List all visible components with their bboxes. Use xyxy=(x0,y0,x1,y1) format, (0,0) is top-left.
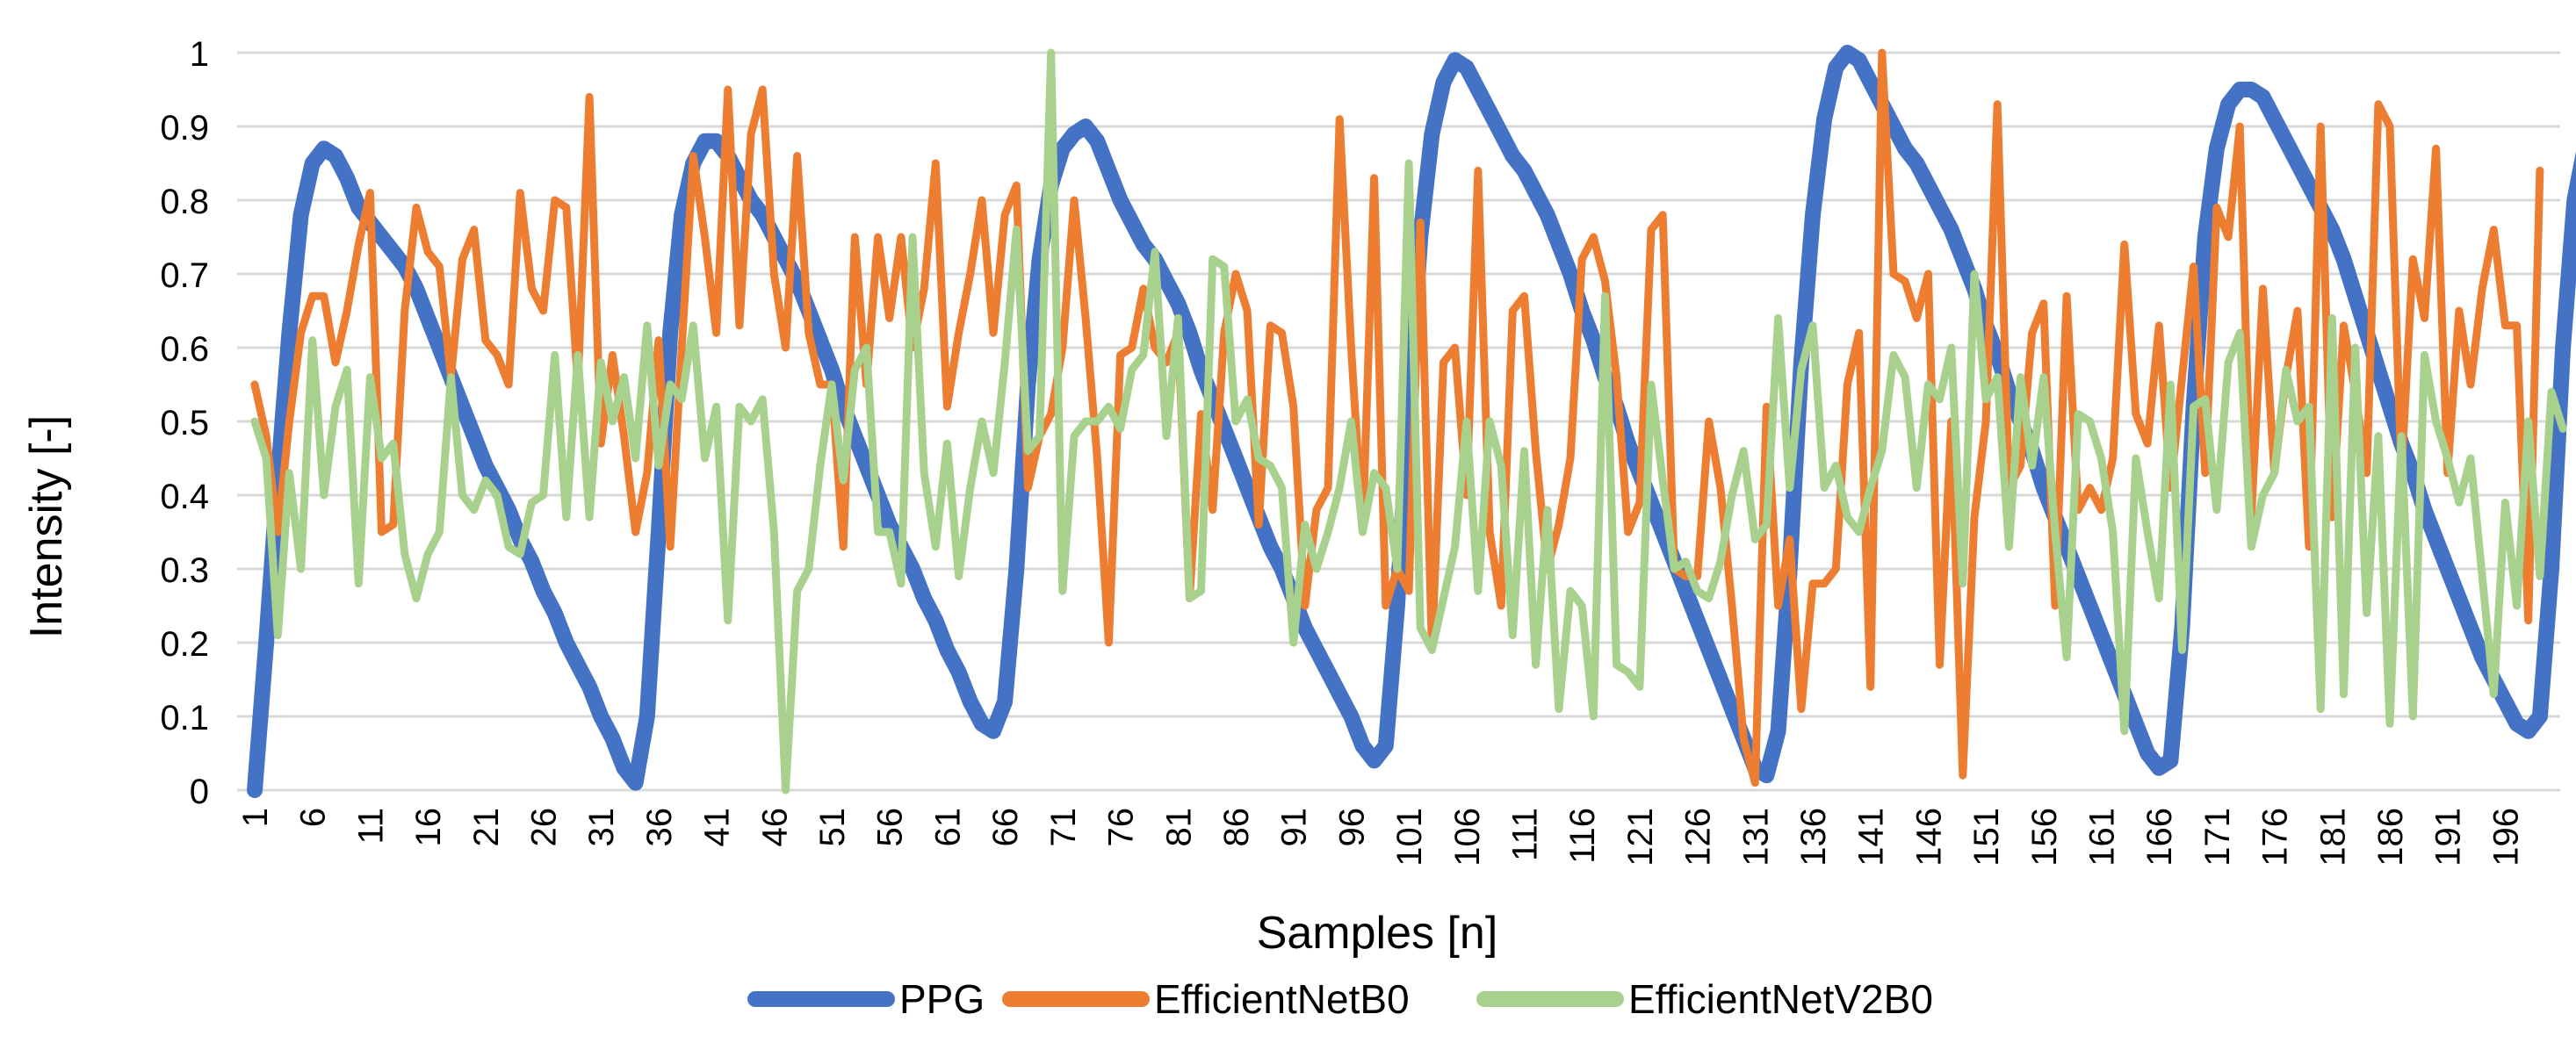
x-tick-label: 191 xyxy=(2429,808,2468,867)
x-tick-label: 141 xyxy=(1852,808,1891,867)
series-lines xyxy=(247,45,2576,798)
x-tick-label: 161 xyxy=(2083,808,2122,867)
y-tick-label: 0.9 xyxy=(160,109,209,147)
x-tick-label: 91 xyxy=(1275,808,1314,847)
y-tick-label: 0.1 xyxy=(160,699,209,737)
x-tick-label: 121 xyxy=(1621,808,1660,867)
y-tick-label: 0.4 xyxy=(160,478,209,516)
x-tick-label: 6 xyxy=(294,808,333,827)
legend-label: EfficientNetB0 xyxy=(1154,976,1410,1022)
x-tick-label: 101 xyxy=(1390,808,1429,867)
x-tick-label: 11 xyxy=(351,808,390,845)
y-axis-label: Intensity [-] xyxy=(21,415,72,638)
x-tick-label: 126 xyxy=(1679,808,1718,867)
x-tick-label: 61 xyxy=(928,808,967,847)
x-tick-label: 71 xyxy=(1044,808,1083,847)
x-tick-label: 171 xyxy=(2198,808,2237,867)
series-line-efficientnetv2b0 xyxy=(250,48,2567,795)
y-axis-ticks: 0 0.1 0.2 0.3 0.4 0.5 0.6 0.7 0.8 0.9 1 xyxy=(160,35,209,811)
x-tick-label: 26 xyxy=(525,808,564,847)
x-tick-label: 56 xyxy=(871,808,910,847)
x-tick-label: 81 xyxy=(1159,808,1198,847)
legend-label: PPG xyxy=(899,976,985,1022)
x-tick-label: 136 xyxy=(1794,808,1833,867)
y-tick-label: 0.3 xyxy=(160,551,209,590)
x-tick-label: 36 xyxy=(640,808,679,847)
x-axis-label: Samples [n] xyxy=(1257,908,1498,959)
x-tick-label: 176 xyxy=(2256,808,2295,867)
x-axis-ticks: 1 6 11 16 21 26 31 36 41 46 51 56 61 66 71 76 81 86 91 96 10… xyxy=(236,808,2525,867)
x-tick-label: 131 xyxy=(1736,808,1775,867)
x-tick-label: 41 xyxy=(698,808,737,847)
y-tick-label: 0.5 xyxy=(160,404,209,442)
x-tick-label: 106 xyxy=(1448,808,1487,867)
x-tick-label: 116 xyxy=(1563,808,1602,864)
x-tick-label: 166 xyxy=(2140,808,2179,867)
x-tick-label: 186 xyxy=(2371,808,2410,867)
x-tick-label: 151 xyxy=(1967,808,2006,867)
y-tick-label: 0.6 xyxy=(160,330,209,369)
y-tick-label: 1 xyxy=(190,35,209,74)
y-tick-label: 0.2 xyxy=(160,625,209,664)
x-tick-label: 156 xyxy=(2025,808,2064,867)
x-tick-label: 46 xyxy=(755,808,794,847)
y-tick-label: 0.8 xyxy=(160,183,209,221)
x-tick-label: 1 xyxy=(236,808,275,827)
x-tick-label: 31 xyxy=(582,808,621,847)
x-tick-label: 76 xyxy=(1102,808,1141,847)
x-tick-label: 66 xyxy=(986,808,1025,847)
legend: PPG EfficientNetB0 EfficientNetV2B0 xyxy=(747,976,1933,1022)
x-tick-label: 146 xyxy=(1909,808,1948,867)
x-tick-label: 21 xyxy=(467,808,506,847)
x-tick-label: 111 xyxy=(1505,808,1544,861)
x-tick-label: 181 xyxy=(2313,808,2352,867)
x-tick-label: 86 xyxy=(1217,808,1256,847)
series-line-ppg xyxy=(247,45,2576,798)
x-tick-label: 96 xyxy=(1332,808,1371,847)
x-tick-label: 16 xyxy=(409,808,448,847)
x-tick-label: 51 xyxy=(813,808,852,847)
y-tick-label: 0.7 xyxy=(160,256,209,295)
legend-label: EfficientNetV2B0 xyxy=(1628,976,1933,1022)
x-tick-label: 196 xyxy=(2486,808,2525,867)
y-tick-label: 0 xyxy=(190,773,209,811)
